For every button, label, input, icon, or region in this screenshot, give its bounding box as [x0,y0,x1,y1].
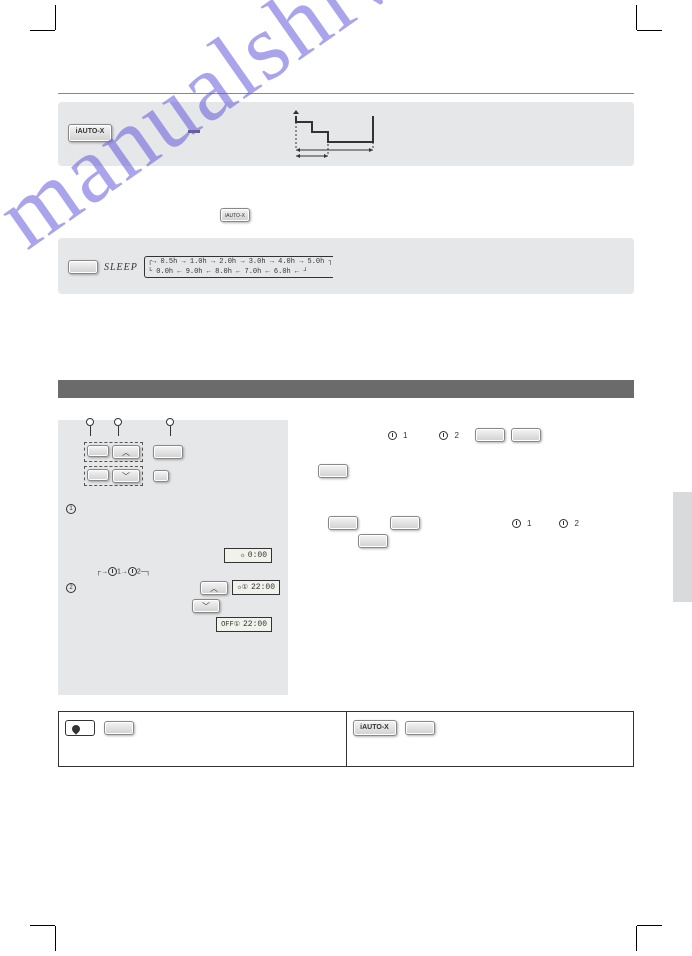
off-icon: OFF① [221,621,240,629]
mode-button[interactable] [104,721,134,735]
table-cell-left [59,712,347,767]
sleep-button[interactable] [68,260,98,274]
up-button[interactable]: ︿ [112,445,140,459]
step-indicators [86,418,174,436]
clock-icon [388,431,397,440]
step-1-marker: 1 [66,504,76,514]
lcd-display-1: ☼0:00 [224,548,272,563]
crop-mark [55,926,56,951]
clock-icon [439,431,448,440]
page-content: iAUTO-X iAUTO-X SLEEP ┌→ 0.5h → 1.0h → 2… [58,58,634,898]
down-button[interactable]: ﹀ [112,469,140,483]
crop-mark [636,926,637,951]
timer-btn[interactable] [87,469,109,481]
step-2-marker: 2 [66,583,76,593]
spacer: iAUTO-X [58,172,634,210]
set-button[interactable] [358,534,388,548]
crop-mark [30,30,55,31]
set-button[interactable] [511,428,541,442]
on-icon: ☼① [238,584,248,592]
sleep-label: SLEEP [104,262,138,273]
down-button[interactable]: ﹀ [192,599,220,613]
set-button[interactable] [328,516,358,530]
side-tab [673,492,692,602]
step-graph [278,108,388,160]
iauto-x-button[interactable]: iAUTO-X [353,720,397,736]
clock-icon [559,519,568,528]
button-group-2: ﹀ [84,466,143,486]
sleep-row-top: 0.5h → 1.0h → 2.0h → 3.0h → 4.0h → 5.0h [161,258,325,266]
crop-mark [636,5,637,30]
lcd-display-2: ☼①22:00 [232,580,280,595]
divider [58,93,634,94]
timer-section: ︿ ﹀ 1 ☼0:00 ┌→1→2─ [58,420,634,695]
dash-indicator [188,130,200,133]
sleep-row-bottom: 0.0h ← 9.0h ← 8.0h ← 7.0h ← 6.0h ← [156,268,299,276]
timer-btn[interactable] [87,445,109,457]
eco-icon [65,720,95,736]
set-button[interactable] [475,428,505,442]
up-button[interactable]: ︿ [200,581,228,595]
crop-mark [55,5,56,30]
timer-panel: ︿ ﹀ 1 ☼0:00 ┌→1→2─ [58,420,288,695]
crop-mark [30,925,55,926]
bottom-table: iAUTO-X [58,711,634,767]
sun-icon: ☼ [241,552,245,560]
sleep-sequence: ┌→ 0.5h → 1.0h → 2.0h → 3.0h → 4.0h → 5.… [144,256,333,278]
set-button[interactable] [318,464,348,478]
clock-icon [512,519,521,528]
sleep-panel: SLEEP ┌→ 0.5h → 1.0h → 2.0h → 3.0h → 4.0… [58,238,634,294]
crop-mark [637,925,662,926]
button-group-1: ︿ [84,442,143,462]
iauto-x-button[interactable]: iAUTO-X [68,124,112,142]
table-cell-right: iAUTO-X [346,712,634,767]
section-header-bar [58,380,634,398]
flow-arrow: ┌→1→2─┐ [96,567,151,576]
set-button[interactable] [390,516,420,530]
timer-btn[interactable] [153,445,183,459]
crop-mark [637,30,662,31]
mode-button[interactable] [405,721,435,735]
auto-panel: iAUTO-X [58,102,634,166]
iauto-x-button-small[interactable]: iAUTO-X [220,208,250,222]
timer-btn[interactable] [153,470,169,482]
lcd-display-3: OFF①22:00 [216,617,272,632]
